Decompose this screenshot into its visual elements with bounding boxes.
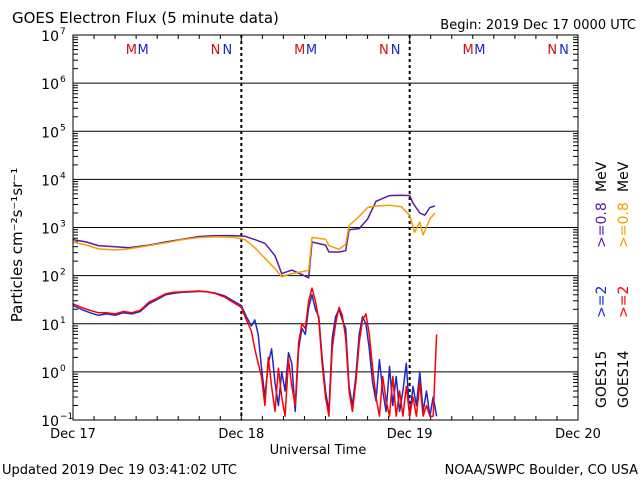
series-line-0 <box>72 194 436 279</box>
legend-mev-1: MeV <box>594 161 610 192</box>
legend-goes15-hi: >=2 <box>594 286 610 318</box>
marker-m: M <box>126 43 137 58</box>
x-tick-labels: Dec 17 Dec 18 Dec 19 Dec 20 <box>50 427 601 442</box>
marker-m: M <box>462 43 473 58</box>
x-tick-label: Dec 17 <box>50 427 96 442</box>
plot-frame <box>72 34 579 421</box>
y-tick-exponent: 3 <box>60 220 66 230</box>
y-tick-exponent: 2 <box>60 268 66 278</box>
y-tick-exponent: 4 <box>60 171 66 181</box>
marker-m: M <box>138 43 149 58</box>
legend-mev-2: MeV <box>616 161 632 192</box>
y-tick-label: 10 <box>41 318 59 334</box>
x-axis-title: Universal Time <box>270 443 367 458</box>
x-tick-label: Dec 19 <box>387 427 433 442</box>
y-tick-exponent: 0 <box>60 364 66 374</box>
legend-goes14-hi: >=2 <box>616 286 632 318</box>
y-tick-label: 10 <box>41 125 59 141</box>
marker-m: M <box>474 43 485 58</box>
marker-n: N <box>211 43 221 58</box>
y-tick-label: 10 <box>41 414 59 430</box>
y-axis-title: Particles cm⁻²s⁻¹sr⁻¹ <box>8 168 26 322</box>
legend-goes14-lo: >=0.8 <box>616 202 632 248</box>
legend-goes15-lo: >=0.8 <box>594 202 610 248</box>
y-tick-label: 10 <box>41 173 59 189</box>
y-tick-label: 10 <box>41 29 59 45</box>
y-tick-label: 10 <box>41 270 59 286</box>
begin-label: Begin: 2019 Dec 17 0000 UTC <box>440 18 636 33</box>
updated-label: Updated 2019 Dec 19 03:41:02 UTC <box>2 463 237 478</box>
marker-n: N <box>547 43 557 58</box>
marker-n: N <box>379 43 389 58</box>
marker-n: N <box>391 43 401 58</box>
legend-goes15: GOES15 <box>594 351 610 408</box>
credit-label: NOAA/SWPC Boulder, CO USA <box>445 463 638 478</box>
y-tick-label: 10 <box>41 366 59 382</box>
series-line-2 <box>72 290 438 417</box>
marker-m: M <box>294 43 305 58</box>
legend: GOES15 GOES14 >=2 >=2 >=0.8 >=0.8 MeV Me… <box>594 161 632 408</box>
plot-grid <box>72 35 579 420</box>
marker-m: M <box>306 43 317 58</box>
series-line-3 <box>72 287 438 417</box>
series-lines <box>72 194 438 417</box>
y-tick-exponent: 7 <box>60 27 66 37</box>
y-tick-exponent: 1 <box>60 316 66 326</box>
x-tick-label: Dec 18 <box>218 427 264 442</box>
y-tick-exponent: −1 <box>60 412 73 422</box>
chart-title: GOES Electron Flux (5 minute data) <box>12 9 279 27</box>
marker-n: N <box>559 43 569 58</box>
y-axis-label: Particles cm⁻²s⁻¹sr⁻¹ <box>8 168 26 322</box>
legend-goes14: GOES14 <box>616 350 632 408</box>
x-tick-label: Dec 20 <box>555 427 601 442</box>
y-tick-label: 10 <box>41 77 59 93</box>
y-tick-exponent: 5 <box>60 123 66 133</box>
series-line-1 <box>72 204 436 278</box>
y-tick-exponent: 6 <box>60 75 66 85</box>
y-tick-label: 10 <box>41 222 59 238</box>
marker-n: N <box>222 43 232 58</box>
